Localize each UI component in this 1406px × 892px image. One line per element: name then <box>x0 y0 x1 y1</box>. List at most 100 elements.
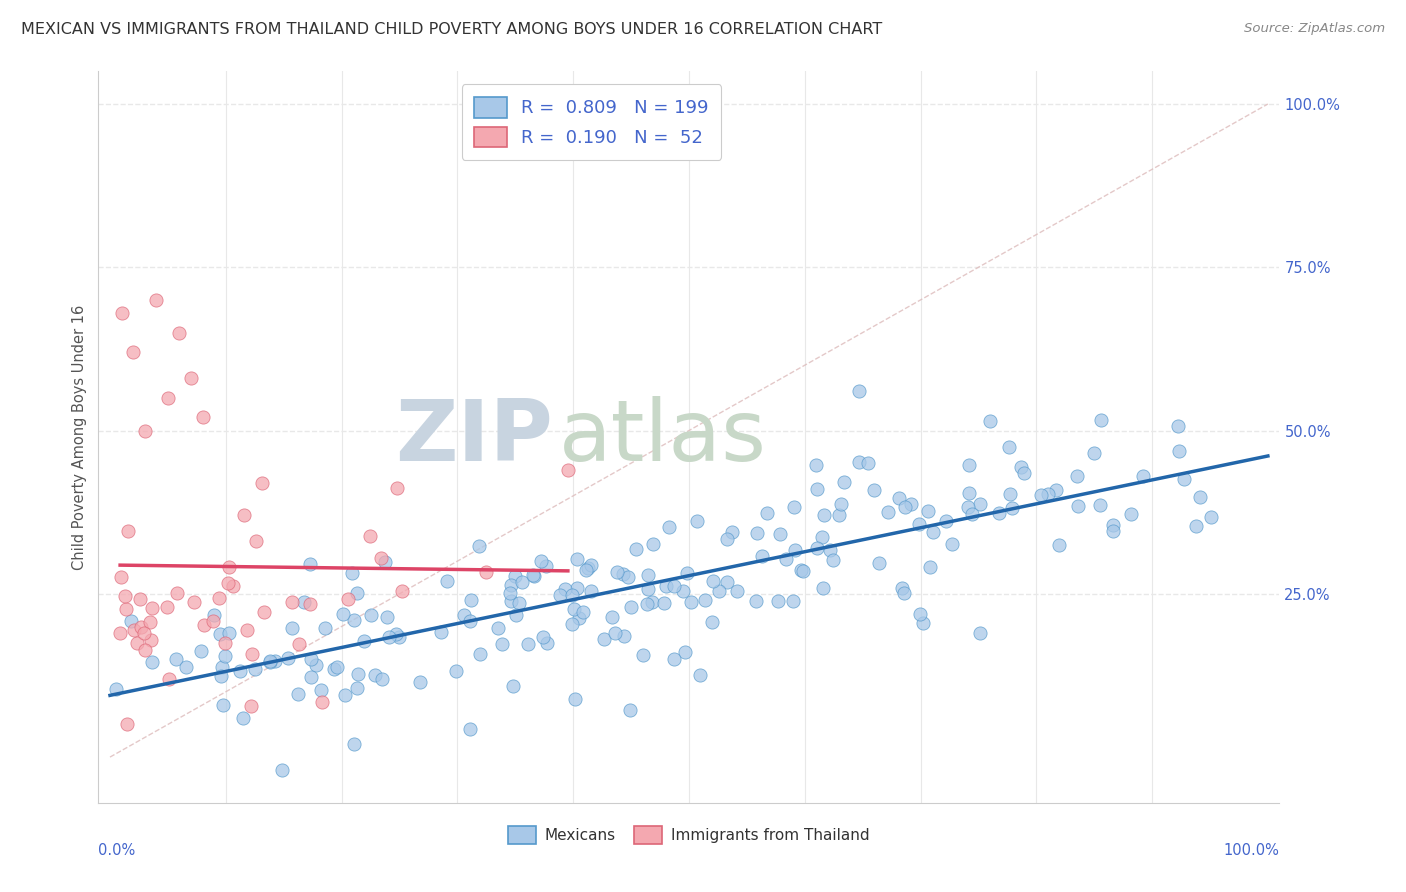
Point <box>920 559 942 574</box>
Point <box>681 594 703 608</box>
Point <box>908 607 931 622</box>
Point <box>201 614 224 628</box>
Point <box>253 605 276 619</box>
Point <box>893 500 915 514</box>
Point <box>314 620 336 634</box>
Point <box>969 497 991 511</box>
Point <box>1036 487 1059 501</box>
Text: 0.0%: 0.0% <box>98 843 135 858</box>
Point <box>562 602 585 616</box>
Point <box>832 475 855 489</box>
Point <box>1185 519 1208 533</box>
Point <box>619 703 641 717</box>
Point <box>391 583 413 598</box>
Point <box>960 508 983 522</box>
Point <box>503 568 526 582</box>
Point <box>156 599 179 614</box>
Point <box>299 670 322 684</box>
Point <box>353 633 375 648</box>
Text: MEXICAN VS IMMIGRANTS FROM THAILAND CHILD POVERTY AMONG BOYS UNDER 16 CORRELATIO: MEXICAN VS IMMIGRANTS FROM THAILAND CHIL… <box>21 22 883 37</box>
Point <box>637 568 659 582</box>
Point <box>127 636 149 650</box>
Point <box>208 591 231 606</box>
Point <box>654 579 676 593</box>
Point <box>122 623 145 637</box>
Point <box>1067 499 1090 513</box>
Point <box>236 623 259 637</box>
Point <box>259 655 281 669</box>
Point <box>363 668 385 682</box>
Point <box>624 541 647 556</box>
Point <box>887 491 910 505</box>
Point <box>745 526 768 541</box>
Point <box>134 626 156 640</box>
Point <box>360 529 382 543</box>
Point <box>523 569 546 583</box>
Point <box>863 483 886 497</box>
Point <box>218 560 240 574</box>
Point <box>593 632 616 647</box>
Point <box>460 592 482 607</box>
Point <box>385 626 408 640</box>
Text: 100.0%: 100.0% <box>1223 843 1279 858</box>
Point <box>129 620 152 634</box>
Point <box>560 616 582 631</box>
Point <box>1090 413 1112 427</box>
Point <box>804 458 827 473</box>
Point <box>790 563 813 577</box>
Point <box>792 565 814 579</box>
Point <box>707 584 730 599</box>
Point <box>575 563 598 577</box>
Point <box>444 664 467 678</box>
Point <box>502 679 524 693</box>
Point <box>662 579 685 593</box>
Point <box>1012 466 1035 480</box>
Point <box>891 582 914 596</box>
Point <box>769 527 792 541</box>
Point <box>271 763 294 777</box>
Point <box>232 711 254 725</box>
Text: Source: ZipAtlas.com: Source: ZipAtlas.com <box>1244 22 1385 36</box>
Point <box>499 578 522 592</box>
Point <box>550 588 572 602</box>
Point <box>468 539 491 553</box>
Point <box>141 655 163 669</box>
Point <box>332 607 354 622</box>
Point <box>1031 488 1053 502</box>
Point <box>343 613 366 627</box>
Point <box>156 391 179 405</box>
Point <box>1090 498 1112 512</box>
Point <box>827 508 849 523</box>
Point <box>114 589 136 603</box>
Point <box>193 617 215 632</box>
Point <box>240 647 263 661</box>
Point <box>378 630 401 644</box>
Point <box>336 592 359 607</box>
Point <box>957 458 980 472</box>
Point <box>166 586 188 600</box>
Point <box>893 586 915 600</box>
Point <box>721 524 744 539</box>
Point <box>453 608 475 623</box>
Point <box>209 669 232 683</box>
Point <box>912 616 935 631</box>
Point <box>766 594 789 608</box>
Point <box>436 574 458 589</box>
Point <box>877 505 900 519</box>
Point <box>941 537 963 551</box>
Point <box>969 626 991 640</box>
Point <box>245 533 267 548</box>
Point <box>848 455 870 469</box>
Point <box>505 607 527 622</box>
Point <box>468 647 491 661</box>
Point <box>212 698 235 712</box>
Point <box>652 595 675 609</box>
Point <box>813 508 835 522</box>
Point <box>114 602 136 616</box>
Point <box>848 384 870 399</box>
Point <box>689 668 711 682</box>
Point <box>564 692 586 706</box>
Point <box>751 549 773 563</box>
Point <box>821 553 844 567</box>
Point <box>775 551 797 566</box>
